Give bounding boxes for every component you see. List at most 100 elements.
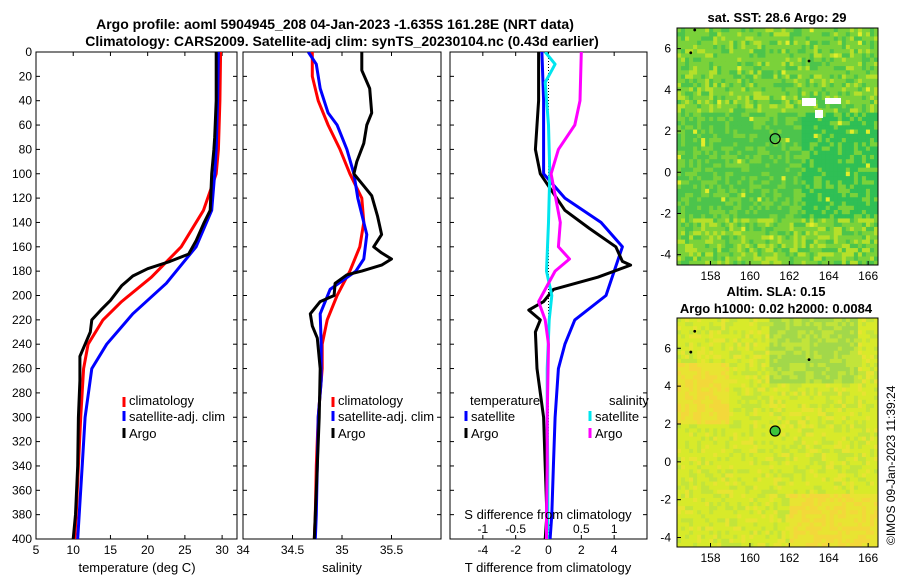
map-cell xyxy=(729,375,734,380)
map-cell xyxy=(869,416,875,421)
salinity-panel: 34 34.5 35 35.5 xyxy=(236,51,442,557)
map-cell xyxy=(833,424,839,429)
y-tick-label: 180 xyxy=(12,264,32,278)
map-cell xyxy=(729,28,734,33)
map-cell xyxy=(845,432,851,437)
map-cell xyxy=(849,154,855,160)
map-cell xyxy=(773,159,778,164)
map-cell xyxy=(781,383,786,388)
map-cell xyxy=(701,99,706,105)
map-cell xyxy=(857,399,863,405)
map-cell xyxy=(749,416,754,421)
map-cell xyxy=(697,142,702,147)
map-cell xyxy=(761,399,766,405)
map-cell xyxy=(801,248,807,253)
map-cell xyxy=(729,248,734,253)
map-cell xyxy=(809,116,815,122)
map-cell xyxy=(701,412,706,417)
map-cell xyxy=(765,95,770,101)
map-cell xyxy=(685,338,690,343)
map-cell xyxy=(769,154,774,160)
map-cell xyxy=(781,87,786,92)
map-cell xyxy=(873,133,879,139)
map-cell xyxy=(689,473,694,478)
map-cell xyxy=(841,142,847,147)
map-cell xyxy=(845,159,851,164)
map-cell xyxy=(865,61,871,67)
map-cell xyxy=(693,32,698,37)
map-cell xyxy=(697,350,702,356)
map-cell xyxy=(861,358,867,364)
map-cell xyxy=(841,171,847,177)
map-cell xyxy=(693,444,698,450)
map-cell xyxy=(777,70,782,75)
map-cell xyxy=(865,53,871,59)
map-cell xyxy=(749,403,754,409)
map-cell xyxy=(821,358,827,364)
map-cell xyxy=(685,354,690,360)
map-cell xyxy=(845,318,851,323)
map-cell xyxy=(685,322,690,327)
map-cell xyxy=(857,416,863,421)
map-cell xyxy=(757,53,762,59)
map-cell xyxy=(873,201,879,207)
map-cell xyxy=(805,116,811,122)
map-cell xyxy=(701,32,706,37)
map-cell xyxy=(833,444,839,450)
map-cell xyxy=(789,87,794,92)
map-cell xyxy=(801,350,807,356)
map-cell xyxy=(857,70,863,75)
map-cell xyxy=(781,358,786,364)
map-cell xyxy=(701,252,706,257)
map-cell xyxy=(865,391,871,397)
map-cell xyxy=(705,367,710,372)
map-cell xyxy=(805,159,811,164)
map-cell xyxy=(753,399,758,405)
map-cell xyxy=(833,412,839,417)
map-cell xyxy=(837,334,843,339)
map-cell xyxy=(701,358,706,364)
map-cell xyxy=(861,214,867,219)
map-cell xyxy=(773,407,778,413)
map-cell xyxy=(713,61,718,67)
map-cell xyxy=(817,346,823,352)
map-cell xyxy=(705,205,710,211)
map-cell xyxy=(869,28,875,33)
map-cell xyxy=(765,154,770,160)
map-cell xyxy=(849,318,855,323)
map-cell xyxy=(681,61,686,67)
map-cell xyxy=(797,61,803,67)
map-cell xyxy=(805,205,811,211)
map-cell xyxy=(817,231,823,236)
map-cell xyxy=(745,74,750,80)
map-cell xyxy=(729,334,734,339)
map-cell xyxy=(749,375,754,380)
map-cell xyxy=(849,70,855,75)
map-cell xyxy=(705,260,710,266)
map-cell xyxy=(725,330,730,335)
map-cell xyxy=(709,159,714,164)
map-cell xyxy=(805,40,811,46)
map-cell xyxy=(705,231,710,236)
map-cell xyxy=(869,354,875,360)
map-cell xyxy=(865,74,871,80)
map-cell xyxy=(789,193,794,198)
map-cell xyxy=(681,379,686,384)
map-cell xyxy=(749,167,754,173)
map-cell xyxy=(741,129,746,135)
map-cell xyxy=(829,326,835,331)
map-cell xyxy=(821,440,827,446)
map-cell xyxy=(781,40,786,46)
map-cell xyxy=(777,330,782,335)
map-cell xyxy=(741,44,746,50)
map-cell xyxy=(849,150,855,156)
map-cell xyxy=(861,342,867,348)
map-cell xyxy=(721,444,726,450)
map-cell xyxy=(817,61,823,67)
map-cell xyxy=(829,201,835,207)
map-cell xyxy=(773,399,778,405)
map-cell xyxy=(869,362,875,368)
map-cell xyxy=(689,334,694,339)
map-cell xyxy=(845,133,851,139)
map-cell xyxy=(845,91,851,97)
